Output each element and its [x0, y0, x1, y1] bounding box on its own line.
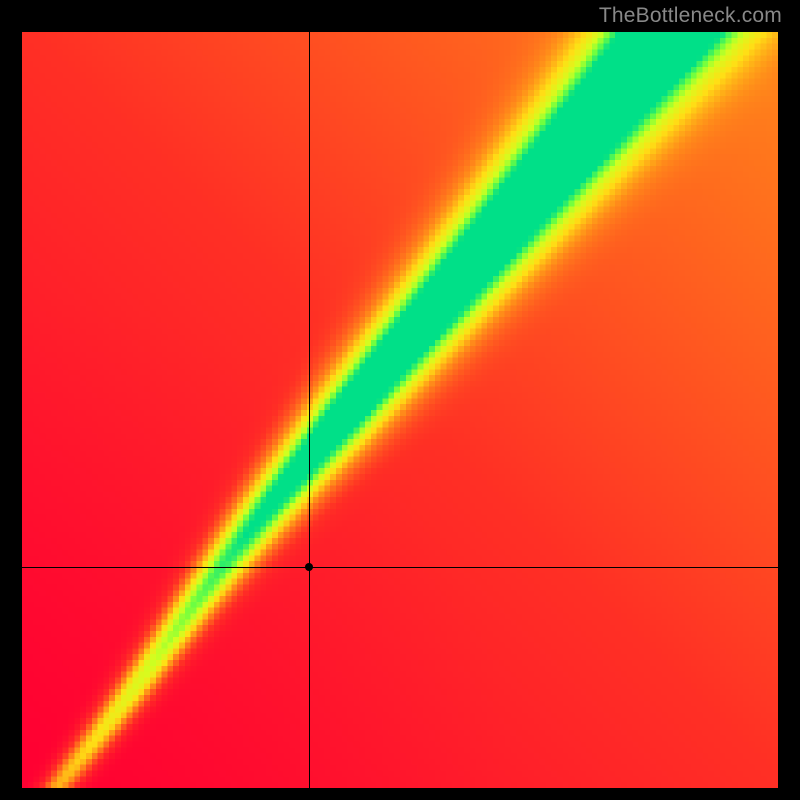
- crosshair-vertical: [309, 32, 310, 788]
- crosshair-horizontal: [22, 567, 778, 568]
- crosshair-marker[interactable]: [305, 563, 313, 571]
- watermark-text: TheBottleneck.com: [599, 4, 782, 28]
- heatmap-plot: [22, 32, 778, 788]
- heatmap-canvas: [22, 32, 778, 788]
